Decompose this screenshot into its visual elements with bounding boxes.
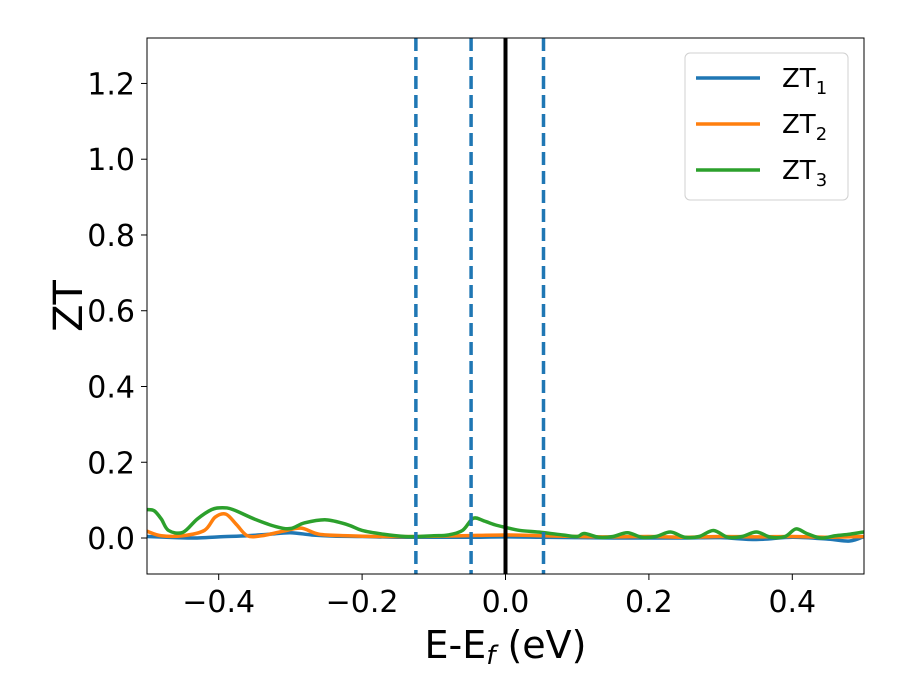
legend-label-zt2: ZT2	[782, 110, 827, 145]
x-tick-label: 0.0	[482, 585, 530, 620]
y-tick-label: 0.8	[87, 219, 135, 254]
x-tick-label: 0.2	[625, 585, 673, 620]
x-tick-label: −0.2	[326, 585, 399, 620]
y-tick-label: 0.6	[87, 295, 135, 330]
y-tick-label: 1.2	[87, 67, 135, 102]
y-tick-label: 0.2	[87, 446, 135, 481]
y-tick-label: 1.0	[87, 143, 135, 178]
plot-area	[147, 38, 864, 574]
x-axis-label: E-Ef (eV)	[425, 623, 587, 671]
legend-label-zt1: ZT1	[782, 64, 827, 99]
plot-clip-group	[147, 38, 864, 574]
legend-box	[684, 52, 849, 201]
y-axis: 0.0 0.2 0.4 0.6 0.8 1.0 1.2	[87, 67, 147, 557]
x-axis: −0.4 −0.2 0.0 0.2 0.4	[182, 574, 816, 620]
x-axis-label-main: E-E	[425, 623, 487, 667]
y-tick-label: 0.4	[87, 370, 135, 405]
y-axis-label: ZT	[46, 280, 92, 332]
series-line-zt2	[147, 511, 864, 540]
x-axis-label-unit: (eV)	[495, 623, 586, 667]
y-tick-label: 0.0	[87, 522, 135, 557]
x-tick-label: 0.4	[768, 585, 816, 620]
legend-label-zt3: ZT3	[782, 156, 827, 191]
legend: ZT1 ZT2 ZT3	[684, 52, 849, 201]
x-tick-label: −0.4	[182, 585, 255, 620]
